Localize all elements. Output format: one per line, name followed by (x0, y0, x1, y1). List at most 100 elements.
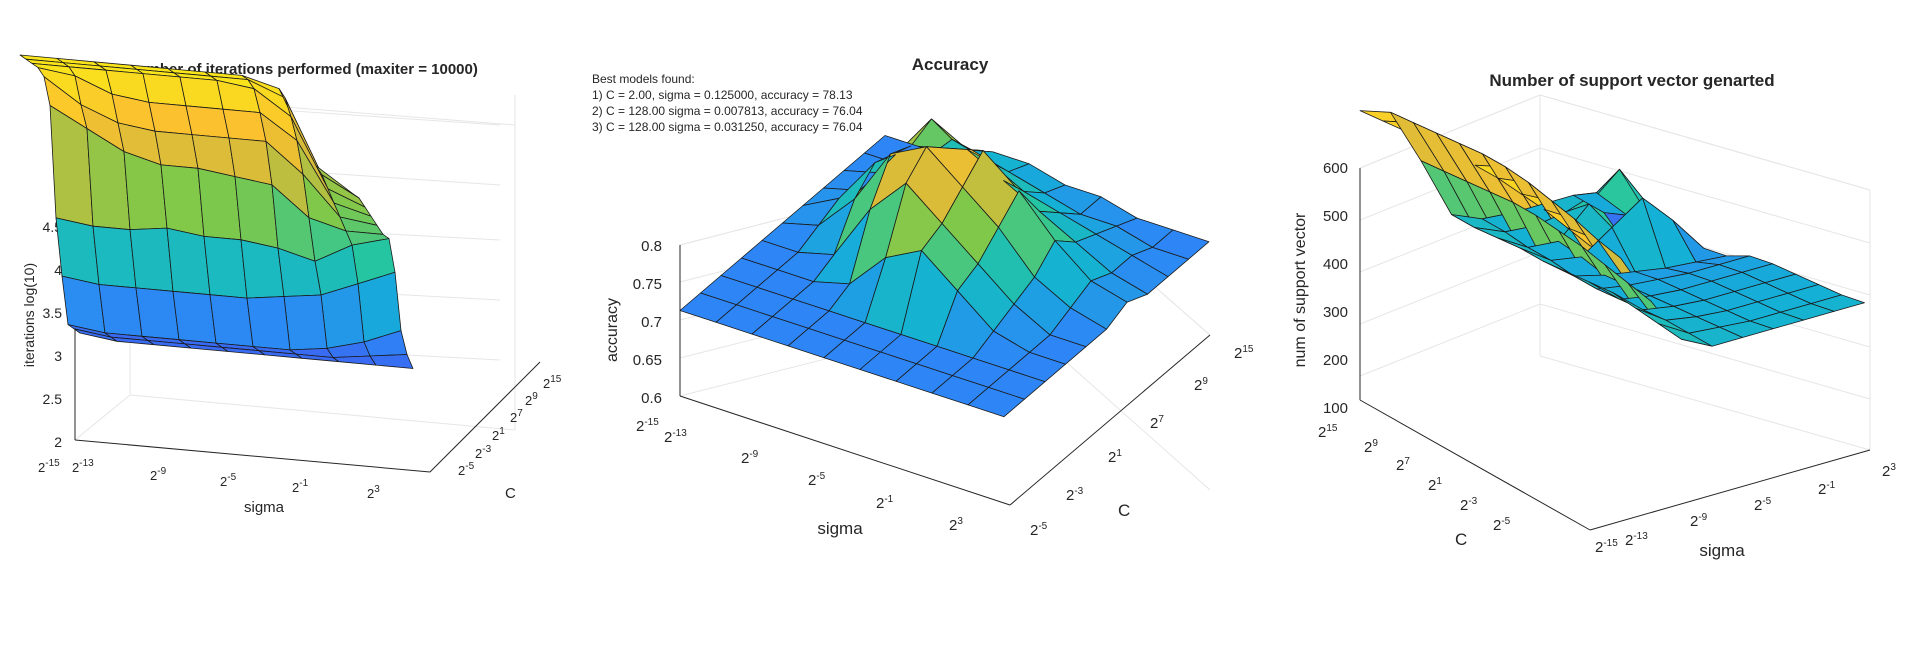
surface-face (142, 73, 187, 107)
support-vector-title: Number of support vector genarted (1489, 71, 1774, 90)
sv-z-ticks: 600 500 400 300 200 100 (1323, 160, 1348, 417)
z-tick-label: 0.65 (633, 352, 662, 369)
grid-line (1359, 251, 1541, 325)
c-tick-label: 2-3 (475, 444, 492, 461)
iterations-surface (19, 54, 414, 369)
c-tick-label: 29 (1364, 438, 1378, 456)
grid-line (1539, 303, 1871, 400)
support-vector-axes: 600 500 400 300 200 100 215 29 27 21 2-3… (1292, 94, 1896, 560)
z-tick-label: 3 (54, 348, 62, 364)
accuracy-sigma-label: sigma (817, 519, 863, 538)
best-model-line: 3) C = 128.00 sigma = 0.031250, accuracy… (592, 120, 863, 134)
surface-face (160, 164, 205, 237)
surface-face (92, 225, 137, 289)
accuracy-z-ticks: 0.8 0.75 0.7 0.65 0.6 (633, 238, 662, 407)
accuracy-z-label: accuracy (604, 298, 621, 362)
grid-line (129, 394, 516, 431)
surface-face (98, 284, 143, 337)
c-tick-label: 29 (525, 391, 538, 408)
sigma-tick-label: 2-9 (741, 449, 759, 467)
sigma-tick-label: 2-15 (636, 417, 659, 435)
surface-face (369, 354, 414, 369)
accuracy-c-ticks: 2-5 2-3 21 27 29 215 (1030, 344, 1254, 539)
surface-face (1688, 326, 1743, 347)
grid-line (74, 394, 131, 441)
grid-line (1359, 303, 1541, 377)
surface-face (166, 227, 211, 296)
sigma-tick-label: 23 (949, 516, 963, 534)
surface-face (135, 287, 180, 341)
grid-line (1539, 147, 1871, 244)
support-vector-surface (1359, 110, 1865, 347)
c-tick-label: 215 (543, 374, 562, 391)
c-tick-label: 29 (1194, 376, 1208, 394)
sv-c-ticks: 215 29 27 21 2-3 2-5 (1318, 423, 1511, 534)
surface-face (222, 108, 267, 142)
c-tick-label: 27 (1150, 414, 1164, 432)
surface-face (357, 271, 402, 343)
sv-c-axis (1359, 399, 1591, 531)
c-tick-label: 215 (1318, 423, 1338, 441)
support-vector-panel: Number of support vector genarted (1292, 71, 1896, 560)
iterations-c-label: C (505, 485, 516, 502)
iterations-c-axis (429, 361, 541, 473)
sigma-tick-label: 2-5 (220, 472, 237, 489)
z-tick-label: 500 (1323, 208, 1348, 225)
z-tick-label: 600 (1323, 160, 1348, 177)
c-tick-label: 27 (1396, 456, 1410, 474)
c-tick-label: 2-5 (1030, 521, 1048, 539)
sigma-tick-label: 2-1 (292, 478, 309, 495)
accuracy-c-label: C (1118, 501, 1130, 520)
accuracy-sigma-axis (679, 395, 1011, 506)
z-tick-label: 300 (1323, 304, 1348, 321)
sigma-tick-label: 2-1 (1818, 480, 1836, 498)
sigma-tick-label: 2-13 (664, 428, 687, 446)
iterations-sigma-axis (74, 439, 431, 473)
iterations-c-ticks: 2-5 2-3 21 27 29 215 (458, 374, 562, 478)
surface-face (197, 167, 242, 241)
z-tick-label: 0.8 (641, 238, 662, 255)
grid-line (1359, 94, 1541, 169)
sigma-tick-label: 2-9 (1690, 512, 1708, 530)
z-tick-label: 4 (54, 262, 62, 278)
accuracy-c-axis (1009, 334, 1211, 506)
iterations-sigma-ticks: 2-15 2-13 2-9 2-5 2-1 23 (38, 458, 380, 501)
best-model-line: 1) C = 2.00, sigma = 0.125000, accuracy … (592, 88, 853, 102)
c-tick-label: 2-5 (1493, 516, 1511, 534)
sigma-tick-label: 2-15 (1595, 538, 1618, 556)
grid-line (1539, 94, 1871, 191)
z-tick-label: 0.7 (641, 314, 662, 331)
surface-face (967, 386, 1025, 418)
z-tick-label: 200 (1323, 352, 1348, 369)
surface-face (203, 235, 248, 299)
c-tick-label: 2-3 (1066, 486, 1084, 504)
surface-face (240, 239, 285, 299)
z-tick-label: 100 (1323, 400, 1348, 417)
sv-sigma-label: sigma (1699, 541, 1745, 560)
z-tick-label: 3.5 (43, 305, 63, 321)
sigma-tick-label: 2-1 (876, 494, 894, 512)
surface-face (209, 294, 254, 347)
z-tick-label: 0.6 (641, 390, 662, 407)
accuracy-panel: Accuracy Best models found: 1) C = 2.00,… (592, 55, 1254, 539)
accuracy-sigma-ticks: 2-15 2-13 2-9 2-5 2-1 23 (636, 417, 963, 534)
iterations-panel: number of iterations performed (maxiter … (19, 54, 562, 516)
surface-face (283, 294, 328, 351)
surface-face (332, 355, 377, 366)
sigma-tick-label: 2-9 (150, 466, 167, 483)
surface-face (179, 76, 224, 110)
accuracy-surface (679, 118, 1210, 418)
c-tick-label: 27 (510, 408, 523, 425)
sigma-tick-label: 23 (367, 484, 380, 501)
sigma-tick-label: 2-13 (1625, 531, 1648, 549)
surface-face (320, 283, 365, 349)
surface-face (172, 290, 217, 344)
best-model-line: 2) C = 128.00 sigma = 0.007813, accuracy… (592, 104, 863, 118)
surface-face (234, 176, 279, 249)
surface-face (185, 105, 230, 139)
z-tick-label: 400 (1323, 256, 1348, 273)
c-tick-label: 2-5 (458, 461, 475, 478)
best-models-annotation: Best models found: 1) C = 2.00, sigma = … (592, 72, 863, 134)
sigma-tick-label: 2-13 (72, 458, 94, 475)
grid-line (1539, 355, 1871, 451)
